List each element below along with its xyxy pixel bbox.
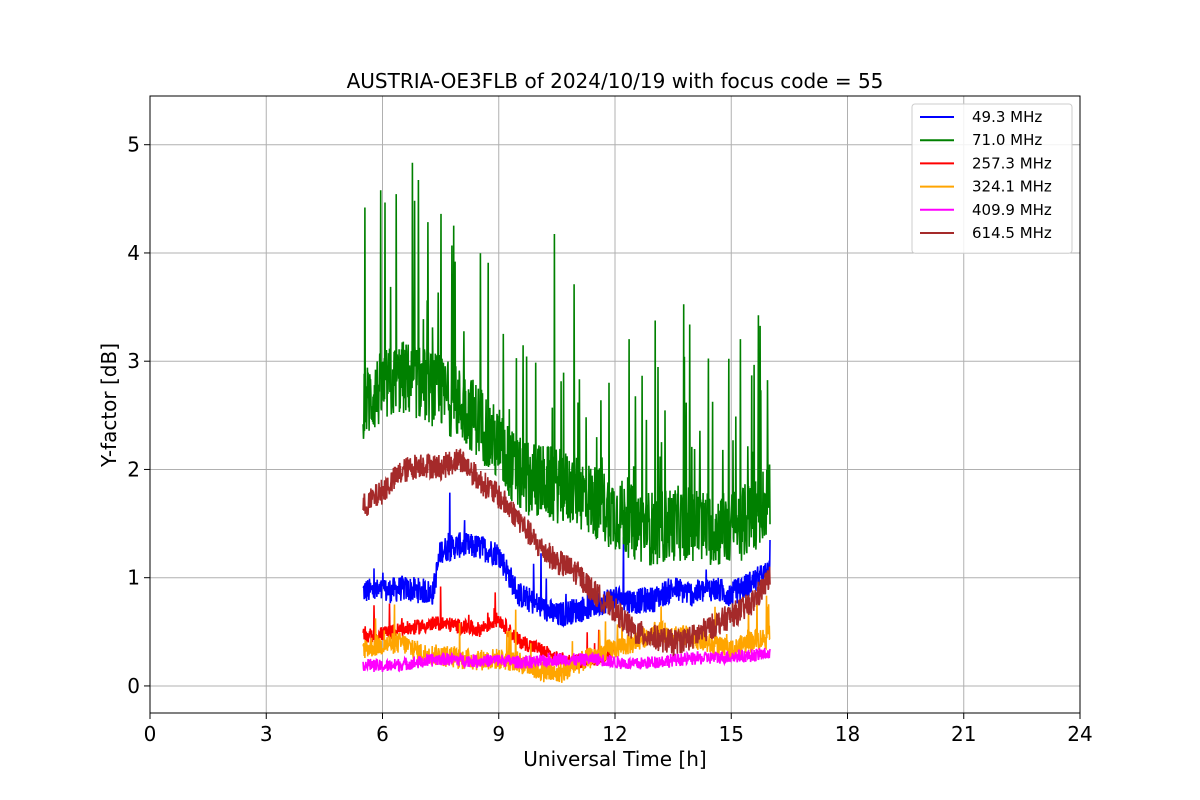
chart-title: AUSTRIA-OE3FLB of 2024/10/19 with focus … (347, 69, 884, 93)
y-tick-label: 3 (127, 349, 140, 373)
y-tick-label: 0 (127, 674, 140, 698)
legend-entry: 71.0 MHz (972, 131, 1042, 149)
series-line (362, 492, 771, 628)
x-tick-label: 18 (835, 722, 860, 746)
x-tick-label: 9 (492, 722, 505, 746)
legend-entry: 614.5 MHz (972, 224, 1052, 242)
y-tick-label: 2 (127, 457, 140, 481)
series-group (362, 162, 771, 683)
y-tick-label: 5 (127, 133, 140, 157)
y-tick-label: 4 (127, 241, 140, 265)
y-axis-label: Y-factor [dB] (97, 343, 121, 468)
x-tick-label: 15 (719, 722, 744, 746)
x-tick-label: 12 (602, 722, 627, 746)
y-axis: 0 1 2 3 4 5 (127, 133, 150, 698)
legend-box (911, 103, 1073, 254)
x-axis: 0 3 6 9 12 15 18 21 24 (144, 713, 1093, 746)
x-tick-label: 6 (376, 722, 389, 746)
x-tick-label: 0 (144, 722, 157, 746)
legend: 49.3 MHz 71.0 MHz 257.3 MHz 324.1 MHz 409.9… (911, 103, 1073, 254)
series-line (362, 448, 771, 657)
legend-entry: 409.9 MHz (972, 201, 1052, 219)
x-tick-label: 24 (1067, 722, 1092, 746)
series-line (362, 647, 771, 673)
x-axis-label: Universal Time [h] (523, 747, 706, 771)
legend-entry: 324.1 MHz (972, 178, 1052, 196)
x-tick-label: 21 (951, 722, 976, 746)
legend-entry: 257.3 MHz (972, 154, 1052, 172)
legend-entry: 49.3 MHz (972, 108, 1042, 126)
x-tick-label: 3 (260, 722, 273, 746)
series-line (362, 162, 771, 566)
y-tick-label: 1 (127, 566, 140, 590)
